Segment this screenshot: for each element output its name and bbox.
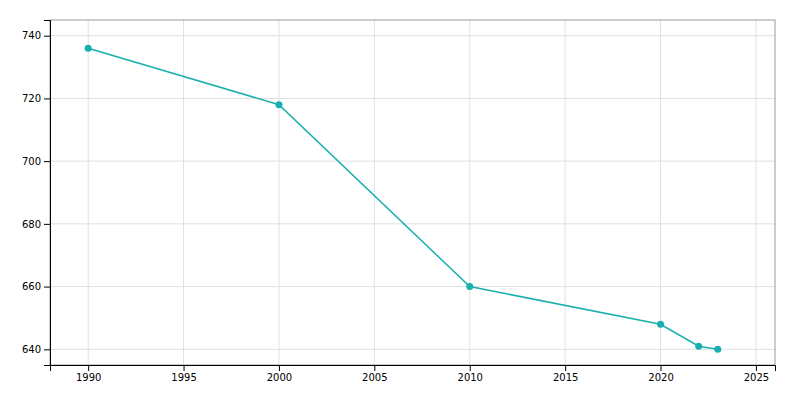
tick-mark — [661, 365, 662, 371]
tick-label: 2000 — [267, 372, 292, 383]
tick-label: 2015 — [553, 372, 578, 383]
tick: 2020 — [648, 365, 673, 383]
tick-label: 2005 — [362, 372, 387, 383]
tick-label: 1990 — [76, 372, 101, 383]
grid-line — [755, 20, 756, 365]
axis-line — [44, 21, 51, 366]
point — [695, 343, 702, 350]
tick-label: 720 — [22, 93, 41, 104]
grid-line — [278, 20, 279, 365]
tick-label: 700 — [22, 156, 41, 167]
grid-line — [50, 35, 775, 36]
tick: 2025 — [744, 365, 769, 383]
tick: 2015 — [553, 365, 578, 383]
tick: 720 — [22, 93, 50, 104]
point — [714, 346, 721, 353]
point — [466, 283, 473, 290]
grid-line — [50, 286, 775, 287]
chart-svg: 1990 1995 2000 2005 2010 2015 2020 2025 640 660 68… — [0, 0, 800, 400]
tick: 740 — [22, 30, 50, 41]
grid-line — [50, 223, 775, 224]
tick-mark — [470, 365, 471, 371]
tick-mark — [44, 287, 50, 288]
line — [88, 48, 718, 349]
grid-line — [374, 20, 375, 365]
tick-mark — [44, 98, 50, 99]
plot-frame — [50, 20, 775, 365]
tick-label: 2010 — [458, 372, 483, 383]
tick-label: 1995 — [171, 372, 196, 383]
axis-line — [51, 366, 776, 372]
grid-line — [88, 20, 89, 365]
tick-label: 660 — [22, 281, 41, 292]
plot-area: 1990 1995 2000 2005 2010 2015 2020 2025 640 660 68… — [22, 20, 776, 383]
x-axis: 1990 1995 2000 2005 2010 2015 2020 2025 — [51, 365, 776, 383]
tick-mark — [88, 365, 89, 371]
tick: 640 — [22, 344, 50, 355]
marks — [85, 45, 722, 353]
tick: 1990 — [76, 365, 101, 383]
tick: 680 — [22, 219, 50, 230]
tick-label: 2020 — [648, 372, 673, 383]
tick-mark — [44, 36, 50, 37]
tick-label: 640 — [22, 344, 41, 355]
point — [275, 101, 282, 108]
tick-mark — [565, 365, 566, 371]
grid — [50, 20, 775, 365]
tick-mark — [279, 365, 280, 371]
tick-label: 740 — [22, 30, 41, 41]
point — [85, 45, 92, 52]
tick: 700 — [22, 156, 50, 167]
grid-line — [50, 349, 775, 350]
grid-line — [469, 20, 470, 365]
tick-mark — [44, 161, 50, 162]
tick-label: 680 — [22, 219, 41, 230]
tick: 1995 — [171, 365, 196, 383]
grid-line — [660, 20, 661, 365]
point — [657, 321, 664, 328]
tick-label: 2025 — [744, 372, 769, 383]
grid-line — [183, 20, 184, 365]
grid-line — [50, 98, 775, 99]
tick-mark — [374, 365, 375, 371]
tick: 2010 — [458, 365, 483, 383]
tick: 660 — [22, 281, 50, 292]
tick-mark — [756, 365, 757, 371]
tick-mark — [184, 365, 185, 371]
y-axis: 640 660 680 700 720 740 — [22, 21, 51, 366]
tick: 2005 — [362, 365, 387, 383]
grid-line — [50, 161, 775, 162]
tick: 2000 — [267, 365, 292, 383]
tick-mark — [44, 349, 50, 350]
tick-mark — [44, 224, 50, 225]
grid-line — [565, 20, 566, 365]
